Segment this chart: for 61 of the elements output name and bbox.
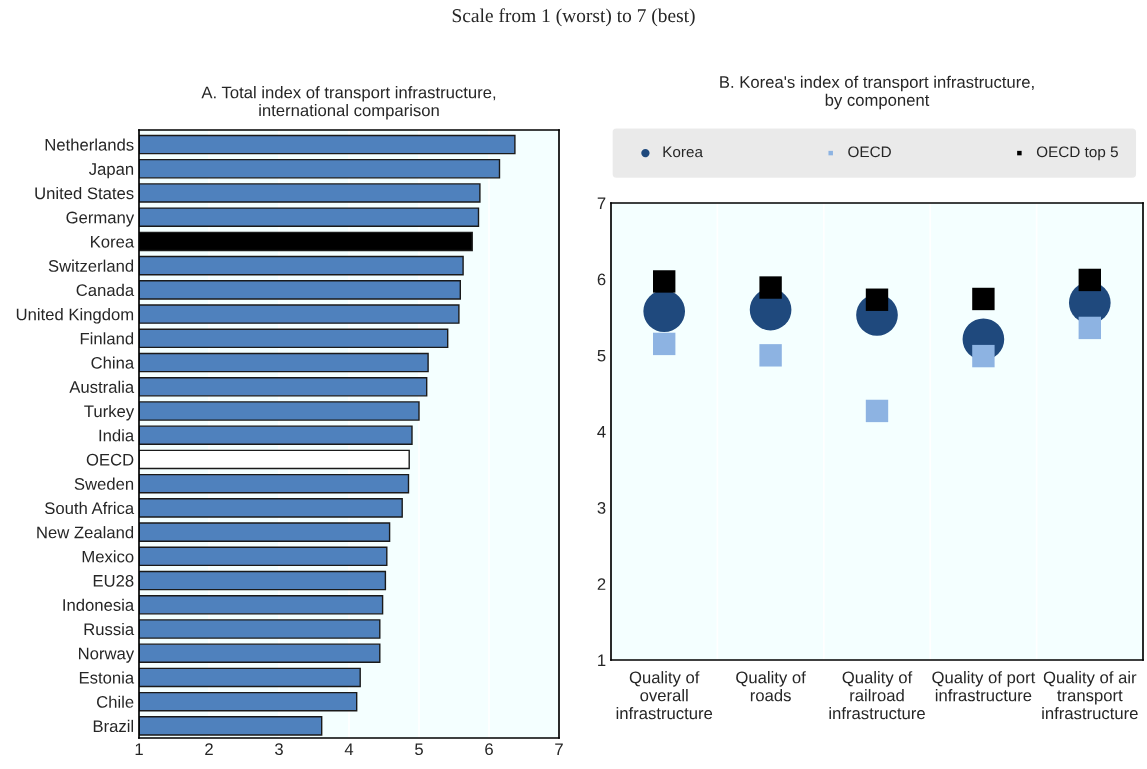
x-tick-label: 6: [485, 743, 493, 756]
y-tick-label: Finland: [80, 332, 134, 345]
y-tick-label: China: [91, 356, 135, 369]
y-tick-label: Japan: [88, 163, 134, 179]
y-tick-label: EU28: [93, 574, 134, 587]
x-tick-label: 1: [135, 743, 143, 755]
point: [653, 332, 676, 356]
y-tick-label: Turkey: [84, 404, 135, 421]
y-tick-label: Indonesia: [63, 598, 135, 611]
y-tick-label: 7: [597, 197, 606, 210]
point: [759, 344, 782, 367]
y-tick-label: Canada: [76, 283, 135, 297]
y-tick-label: 5: [597, 349, 606, 362]
x-tick-label: Quality of port infrastructure: [932, 671, 1036, 702]
y-tick-label: Netherlands: [45, 138, 134, 151]
x-tick-label: Quality of roads: [736, 671, 806, 702]
y-tick-label: Russia: [84, 622, 135, 636]
y-tick-label: Chile: [97, 695, 134, 708]
text: Scale from 1 (worst) to 7 (best): [452, 8, 695, 27]
y-tick-label: Sweden: [74, 477, 134, 490]
point: [643, 290, 686, 332]
y-tick-label: Germany: [66, 211, 135, 227]
point: [759, 276, 782, 299]
y-tick-label: United States: [35, 186, 134, 200]
x-tick-label: 2: [205, 743, 213, 755]
y-tick-label: 6: [597, 273, 606, 286]
legend-label: Korea: [663, 146, 703, 158]
x-tick-label: Quality of overall infrastructure: [616, 671, 713, 720]
point: [1078, 268, 1101, 292]
y-tick-label: Norway: [79, 647, 135, 663]
legend-label: OECD top 5: [1036, 146, 1118, 161]
x-tick-label: 3: [275, 743, 283, 756]
y-tick-label: 3: [597, 502, 606, 514]
y-tick-label: India: [99, 429, 135, 442]
y-tick-label: OECD: [86, 453, 134, 466]
legend-label: OECD: [848, 146, 891, 158]
y-tick-label: 4: [597, 426, 606, 438]
x-tick-label: 7: [555, 743, 563, 755]
point: [1078, 316, 1101, 340]
y-tick-label: 2: [597, 578, 606, 590]
y-tick-label: Estonia: [79, 671, 135, 684]
y-tick-label: New Zealand: [37, 526, 134, 539]
x-tick-label: Quality of railroad infrastructure: [829, 671, 925, 720]
point: [972, 344, 995, 368]
y-tick-label: South Africa: [45, 501, 135, 515]
point: [653, 270, 676, 293]
y-tick-label: 1: [598, 654, 606, 667]
y-tick-label: United Kingdom: [16, 308, 134, 324]
y-tick-label: Mexico: [82, 550, 134, 563]
chart-title: B. Korea's index of transport infrastructure, by component: [720, 75, 1034, 110]
y-tick-label: Australia: [69, 380, 135, 393]
y-tick-label: Korea: [91, 236, 135, 248]
chart-title: A. Total index of transport infrastructure, international comparison: [201, 86, 496, 120]
x-tick-label: 5: [415, 743, 423, 756]
x-tick-label: 4: [344, 743, 354, 755]
x-tick-label: Quality of air transport infrastructure: [1042, 671, 1138, 720]
point: [865, 399, 889, 423]
y-tick-label: Brazil: [93, 719, 134, 733]
point: [865, 288, 889, 311]
point: [972, 287, 995, 311]
y-tick-label: Switzerland: [48, 259, 134, 272]
